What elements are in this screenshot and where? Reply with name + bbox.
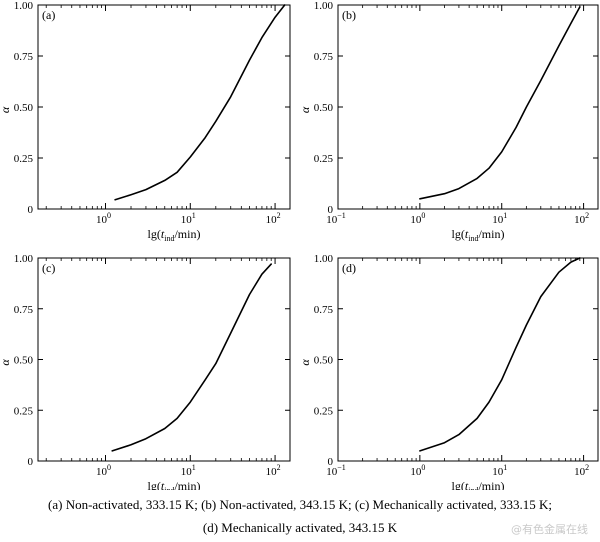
y-axis-label: α: [298, 359, 312, 366]
plot-frame: [337, 257, 599, 462]
y-tick-label: 0.50: [314, 102, 334, 114]
x-tick-label: 10−1: [326, 463, 346, 478]
panel-label: (c): [42, 261, 55, 275]
caption-line-1: (a) Non-activated, 333.15 K; (b) Non-act…: [48, 497, 552, 512]
panel-label: (d): [342, 261, 356, 275]
series-line: [419, 6, 581, 200]
x-axis-label: lg(tind/min): [452, 479, 505, 490]
y-tick-label: 0.50: [14, 355, 34, 367]
x-tick-label: 102: [266, 463, 281, 478]
y-tick-label: 1.00: [314, 253, 334, 265]
y-tick-label: 0.75: [314, 51, 334, 63]
x-tick-label: 101: [492, 211, 507, 226]
y-tick-label: 1.00: [314, 0, 334, 12]
y-tick-label: 1.00: [14, 253, 34, 265]
panel-label: (a): [42, 8, 55, 22]
x-tick-label: 100: [410, 463, 425, 478]
y-tick-label: 0.75: [314, 304, 334, 316]
y-tick-label: 0: [28, 456, 34, 468]
x-tick-label: 100: [96, 211, 111, 226]
y-tick-label: 0.25: [14, 405, 34, 417]
x-axis-label: lg(tind/min): [148, 479, 201, 490]
y-tick-label: 0.50: [14, 102, 34, 114]
chart-panel-3: 0 0.25 0.50 0.75 1.00 100 101 102 (c) α lg(tind/mi…: [0, 253, 291, 490]
plot-frame: [337, 4, 599, 210]
x-tick-label: 100: [410, 211, 425, 226]
y-tick-label: 1.00: [14, 0, 34, 12]
chart-panel-1: 0 0.25 0.50 0.75 1.00 100 101 102 (a) α lg(tind/mi…: [0, 0, 291, 243]
panel-label: (b): [342, 8, 356, 22]
y-tick-label: 0.75: [14, 304, 34, 316]
x-tick-label: 10−1: [326, 211, 346, 226]
plot-frame: [37, 4, 291, 210]
x-tick-label: 102: [574, 211, 589, 226]
x-tick-label: 102: [266, 211, 281, 226]
y-tick-label: 0: [328, 456, 334, 468]
x-tick-label: 101: [181, 211, 196, 226]
x-tick-label: 101: [181, 463, 196, 478]
y-tick-label: 0: [328, 204, 334, 216]
series-line: [419, 257, 581, 452]
x-tick-label: 100: [96, 463, 111, 478]
chart-panel-2: 0 0.25 0.50 0.75 1.00 10−1 100 101 102 (b) α lg(tin…: [298, 0, 599, 243]
y-tick-label: 0.50: [314, 355, 334, 367]
watermark-text: @有色金属在线: [511, 523, 588, 536]
y-axis-label: α: [0, 106, 12, 113]
y-tick-label: 0.25: [14, 153, 34, 165]
x-axis-label: lg(tind/min): [148, 227, 201, 243]
y-tick-label: 0.25: [314, 153, 334, 165]
y-tick-label: 0: [28, 204, 34, 216]
y-tick-label: 0.75: [14, 51, 34, 63]
figure-panels: 0 0.25 0.50 0.75 1.00 100 101 102 (a) α lg(tind/mi…: [0, 0, 599, 490]
y-axis-label: α: [0, 359, 12, 366]
plot-frame: [37, 257, 291, 462]
series-line: [111, 263, 273, 452]
x-axis-label: lg(tind/min): [452, 227, 505, 243]
chart-panel-4: 0 0.25 0.50 0.75 1.00 10−1 100 101 102 (d) α lg(tin…: [298, 253, 599, 490]
series-line: [114, 4, 286, 201]
y-tick-label: 0.25: [314, 405, 334, 417]
x-tick-label: 101: [492, 463, 507, 478]
caption-line-2: (d) Mechanically activated, 343.15 K: [202, 520, 398, 535]
y-axis-label: α: [298, 106, 312, 113]
x-tick-label: 102: [574, 463, 589, 478]
